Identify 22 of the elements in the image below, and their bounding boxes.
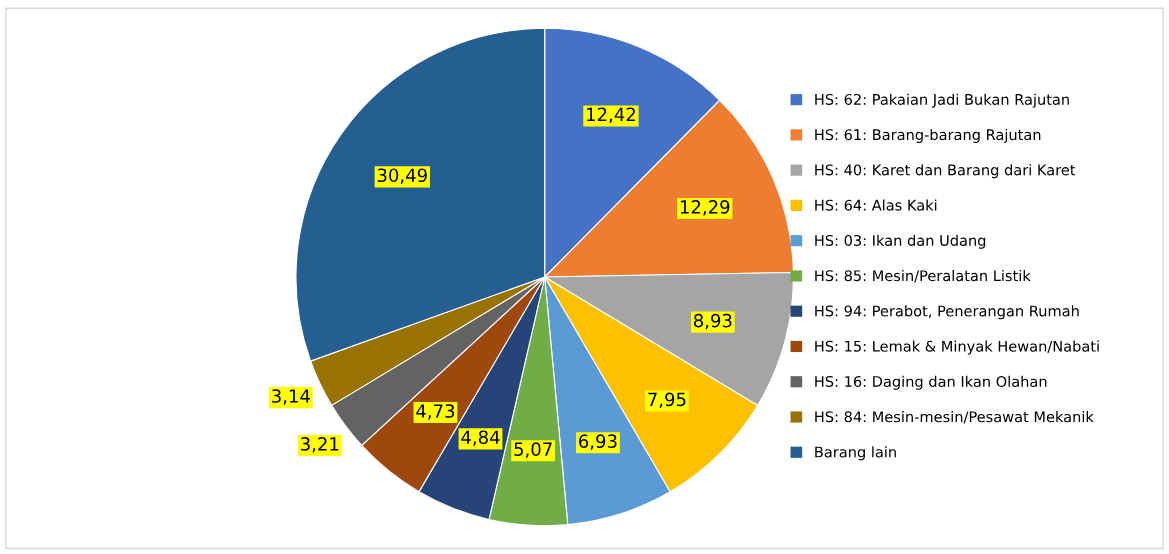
data-label: 30,49: [377, 168, 427, 184]
data-label: 5,07: [514, 442, 552, 458]
data-label: 7,95: [648, 392, 686, 409]
legend-label: HS: 94: Perabot, Penerangan Rumah: [815, 305, 1079, 320]
data-label: 4,73: [416, 404, 455, 420]
legend-label: HS: 03: Ikan dan Udang: [815, 234, 986, 249]
legend-label: Barang lain: [815, 446, 896, 461]
data-label: 3,14: [272, 389, 310, 405]
legend-label: HS: 61: Barang-barang Rajutan: [815, 128, 1041, 144]
legend-label: HS: 15: Lemak & Minyak Hewan/Nabati: [815, 340, 1099, 355]
legend-label: HS: 64: Alas Kaki: [815, 199, 937, 211]
data-label: 4,84: [461, 430, 500, 446]
data-label: 6,93: [579, 434, 617, 450]
data-label: 12,29: [680, 200, 730, 216]
legend-label: HS: 40: Karet dan Barang dari Karet: [815, 164, 1076, 179]
data-label: 12,42: [587, 107, 635, 124]
legend-label: HS: 85: Mesin/Peralatan Listik: [815, 269, 1031, 283]
legend-label: HS: 16: Daging dan Ikan Olahan: [815, 375, 1047, 390]
data-label: 3,21: [301, 437, 339, 453]
legend-label: HS: 62: Pakaian Jadi Bukan Rajutan: [815, 93, 1069, 108]
data-label: 8,93: [693, 313, 732, 330]
legend-label: HS: 84: Mesin-mesin/Pesawat Mekanik: [815, 410, 1094, 424]
